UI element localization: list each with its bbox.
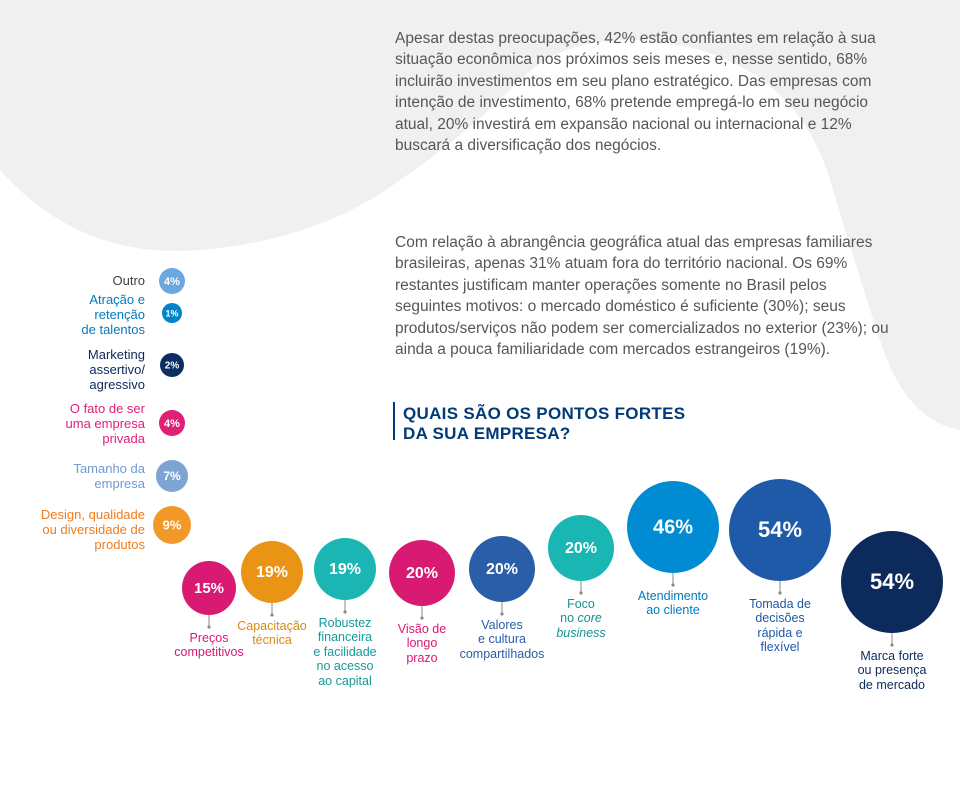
bubble-pct-tamanho: 7% [163, 469, 181, 483]
stem-dot-capacit [270, 613, 273, 616]
bubble-label-atend: Atendimentoao cliente [623, 589, 723, 618]
bubble-pct-outro: 4% [164, 276, 180, 288]
bubble-pct-precos: 15% [194, 580, 224, 597]
stem-dot-tomada [778, 591, 781, 594]
bubble-label-tomada: Tomada dedecisõesrápida eflexível [735, 597, 825, 655]
bubble-pct-robustez: 19% [329, 561, 361, 578]
stem-dot-robustez [343, 610, 346, 613]
bubble-pct-marca: 54% [870, 569, 914, 594]
bubble-chart: 4% 1% 2% 4% 7% 9% 15% 19% 19% 20% 20% 20% 46% 54% 54% [0, 0, 960, 802]
stem-dot-foco [579, 591, 582, 594]
bubble-label-marca: Marca forteou presençade mercado [842, 649, 942, 692]
bubble-pct-foco: 20% [565, 540, 597, 557]
bubble-pct-valores: 20% [486, 561, 518, 578]
stem-dot-precos [207, 625, 210, 628]
stem-dot-visao [420, 616, 423, 619]
bubble-pct-atracao: 1% [165, 308, 178, 318]
bubble-pct-design: 9% [163, 517, 182, 532]
bubble-pct-fato: 4% [164, 418, 180, 430]
stem-dot-valores [500, 612, 503, 615]
stem-dot-marca [890, 643, 893, 646]
bubble-pct-atend: 46% [653, 516, 693, 538]
bubble-label-foco: Focono corebusiness [541, 597, 621, 640]
stem-dot-atend [671, 583, 674, 586]
bubble-label-robustez: Robustezfinanceirae facilidadeno acessoa… [300, 616, 390, 688]
bubble-pct-marketing: 2% [165, 361, 180, 372]
bubble-pct-tomada: 54% [758, 517, 802, 542]
bubble-pct-capacit: 19% [256, 564, 288, 581]
page: Apesar destas preocupações, 42% estão co… [0, 0, 960, 802]
bubble-pct-visao: 20% [406, 565, 438, 582]
